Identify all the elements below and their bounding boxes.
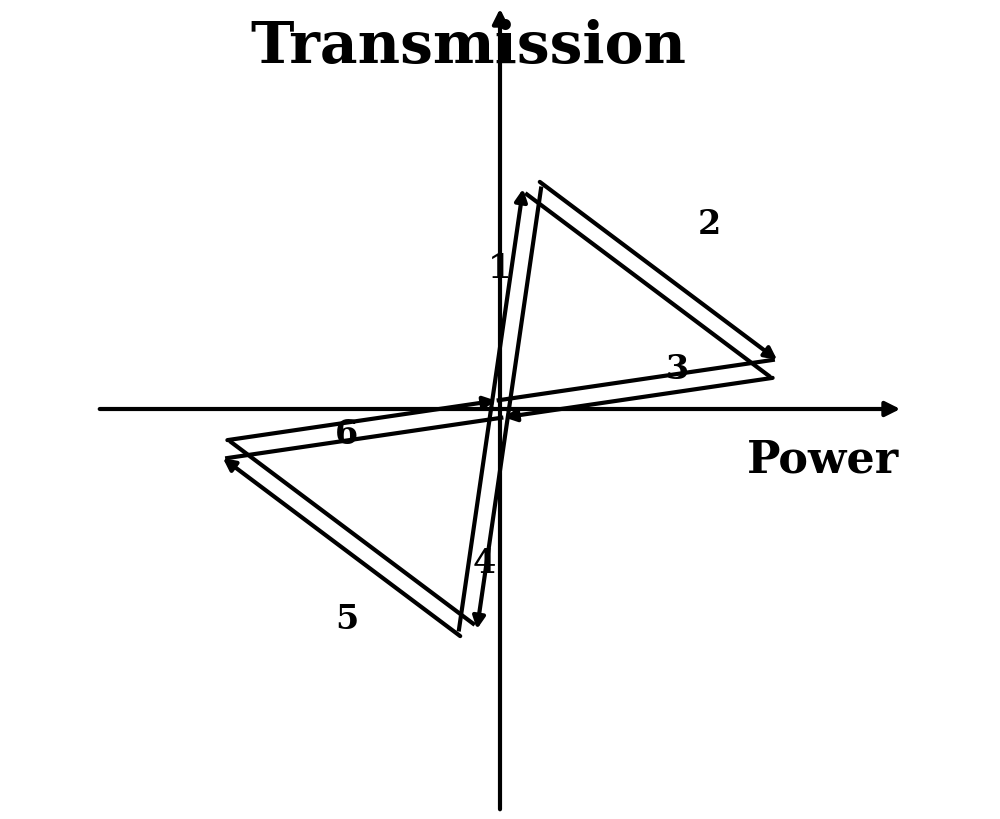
Text: 3: 3: [666, 353, 689, 386]
Text: Transmission: Transmission: [250, 19, 686, 75]
Text: 6: 6: [335, 417, 358, 450]
Text: 5: 5: [335, 602, 358, 636]
Text: 2: 2: [698, 208, 721, 241]
Text: 4: 4: [472, 546, 496, 579]
Text: 1: 1: [488, 252, 512, 285]
Text: Power: Power: [747, 437, 899, 481]
